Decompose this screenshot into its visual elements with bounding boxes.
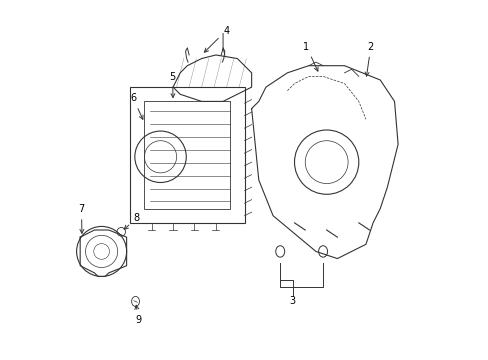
Text: 9: 9 [135,305,142,325]
Text: 1: 1 [303,42,317,71]
Text: 6: 6 [130,93,142,119]
Bar [144,102,230,208]
Text: 2: 2 [365,42,373,76]
Text: 8: 8 [124,213,140,229]
Bar [130,87,244,223]
Text: 7: 7 [78,204,84,233]
Text: 4: 4 [204,26,229,52]
Text: 3: 3 [289,296,295,306]
Text: 5: 5 [169,72,175,98]
